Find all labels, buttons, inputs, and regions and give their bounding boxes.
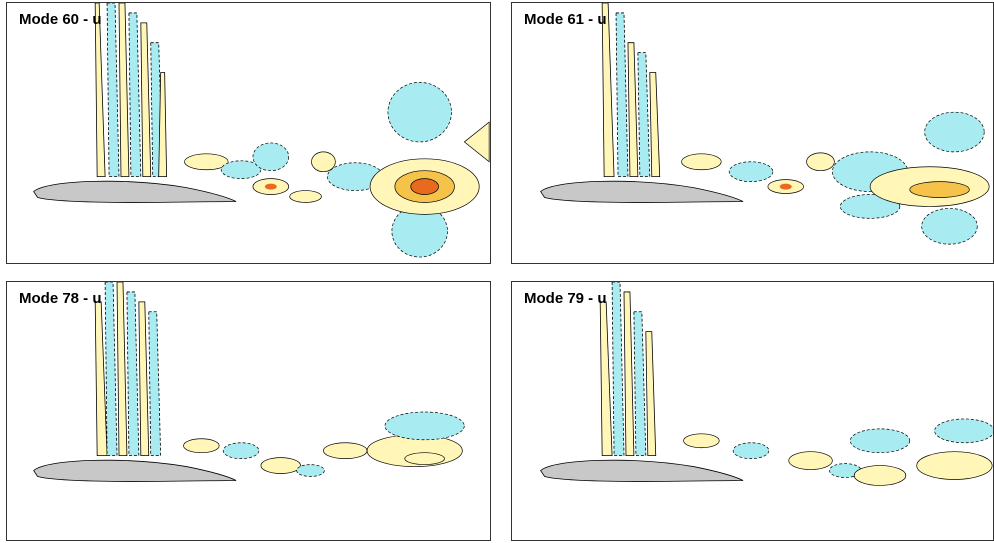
panel-title: Mode 78 - u <box>19 290 102 307</box>
mode-61-contour-plot <box>540 3 990 245</box>
mode-78-panel: Mode 78 - u <box>6 281 491 541</box>
mode-61-panel: Mode 61 - u <box>511 2 994 264</box>
wake-structures <box>184 82 490 258</box>
airfoil <box>540 180 744 203</box>
mode-78-contour-plot <box>33 282 465 482</box>
mode-79-panel: Mode 79 - u <box>511 281 994 541</box>
mode-60-panel: Mode 60 - u <box>6 2 491 264</box>
shock-structure <box>94 3 168 178</box>
mode-60-contour-plot <box>33 3 490 258</box>
mode-79-contour-plot <box>540 282 993 486</box>
shock-structure <box>601 3 661 178</box>
airfoil <box>540 459 744 482</box>
shock-structure <box>599 282 657 457</box>
panel-title: Mode 60 - u <box>19 11 102 28</box>
shock-structure <box>94 282 162 457</box>
panel-title: Mode 79 - u <box>524 290 607 307</box>
airfoil <box>33 459 237 482</box>
panel-title: Mode 61 - u <box>524 11 607 28</box>
airfoil <box>33 180 237 203</box>
wake-structures <box>683 418 993 486</box>
wake-structures <box>183 411 465 477</box>
wake-structures <box>681 111 990 245</box>
